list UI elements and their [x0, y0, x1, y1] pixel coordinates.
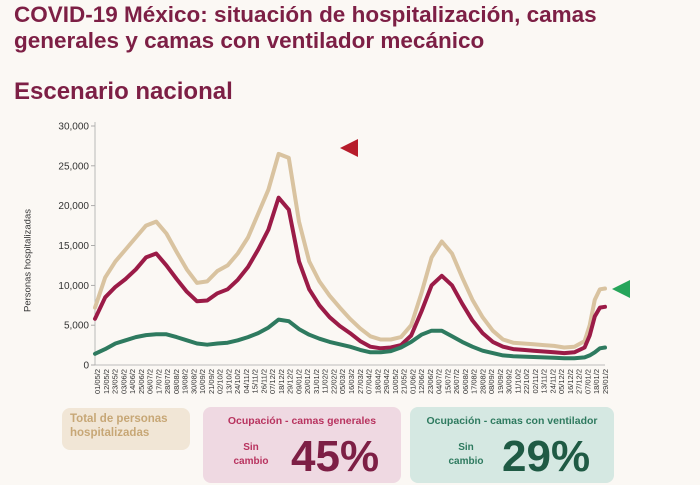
- x-tick-label: 02/11/2: [531, 369, 540, 393]
- x-tick-label: 09/01/2: [294, 369, 303, 394]
- y-tick-label: 20,000: [58, 201, 89, 212]
- x-tick-label: 27/03/2: [356, 369, 365, 394]
- x-tick-label: 12/05/2: [102, 369, 111, 394]
- x-tick-label: 15/07/2: [443, 369, 452, 394]
- series-line-1: [93, 195, 607, 356]
- x-tick-label: 29/04/2: [382, 369, 391, 394]
- x-tick-label: 21/05/2: [400, 369, 409, 394]
- x-tick-label: 22/10/2: [522, 369, 531, 394]
- ventilator-beds-title: Ocupación - camas con ventilador: [426, 415, 598, 427]
- series-line-0: [93, 151, 607, 350]
- x-tick-label: 18/04/2: [373, 369, 382, 394]
- x-tick-label: 21/09/2: [207, 369, 216, 394]
- x-tick-label: 19/08/2: [181, 369, 190, 394]
- x-tick-label: 13/10/2: [224, 369, 233, 394]
- x-tick-label: 07/04/2: [365, 369, 374, 394]
- x-tick-label: 16/12/2: [566, 369, 575, 394]
- x-tick-label: 23/06/2: [426, 369, 435, 394]
- x-tick-label: 28/08/2: [478, 369, 487, 394]
- x-tick-label: 12/06/2: [417, 369, 426, 394]
- legend-total-label: Total de personas hospitalizadas: [70, 413, 168, 439]
- legend-total: Total de personas hospitalizadas: [62, 408, 190, 450]
- y-tick-label: 0: [83, 361, 89, 372]
- hospitalization-chart: 0 5,000 10,000 15,000 20,000 25,000 30,000 01/0…: [58, 122, 630, 394]
- x-tick-label: 30/09/2: [505, 369, 514, 394]
- series-line-2: [93, 317, 607, 361]
- x-tick-label: 13/11/2: [540, 369, 549, 393]
- y-tick-label: 25,000: [58, 161, 89, 172]
- x-tick-label: 01/05/2: [93, 369, 102, 394]
- red-marker-icon: [340, 139, 358, 157]
- x-tick-label: 24/10/2: [233, 369, 242, 394]
- x-tick-label: 26/07/2: [452, 369, 461, 394]
- x-tick-label: 10/05/2: [391, 369, 400, 394]
- ventilator-beds-note: Sin cambio: [448, 442, 484, 467]
- x-tick-label: 22/02/2: [329, 369, 338, 394]
- subtitle: Escenario nacional: [14, 78, 233, 105]
- x-tick-label: 17/07/2: [154, 369, 163, 394]
- x-tick-label: 04/11/2: [242, 369, 251, 393]
- x-tick-label: 27/12/2: [575, 369, 584, 394]
- x-tick-label: 06/08/2: [461, 369, 470, 394]
- x-tick-label: 16/03/2: [347, 369, 356, 394]
- x-tick-label: 18/01/2: [592, 369, 601, 394]
- x-tick-label: 20/01/2: [303, 369, 312, 394]
- ventilator-beds-value: 29%: [502, 432, 591, 481]
- x-tick-label: 18/12/2: [277, 369, 286, 394]
- general-beds-value: 45%: [291, 432, 380, 481]
- x-tick-label: 31/01/2: [312, 369, 321, 394]
- x-tick-label: 03/06/2: [119, 369, 128, 394]
- x-tick-label: 02/10/2: [216, 369, 225, 394]
- x-tick-label: 05/12/2: [557, 369, 566, 394]
- x-tick-label: 04/07/2: [435, 369, 444, 394]
- x-tick-label: 05/03/2: [338, 369, 347, 394]
- x-tick-label: 24/11/2: [548, 369, 557, 393]
- x-tick-label: 11/02/2: [321, 369, 330, 393]
- x-tick-label: 29/01/2: [601, 369, 610, 394]
- y-tick-label: 10,000: [58, 281, 89, 292]
- x-tick-label: 07/12/2: [268, 369, 277, 394]
- x-tick-label: 08/09/2: [487, 369, 496, 394]
- x-tick-label: 06/07/2: [146, 369, 155, 394]
- x-tick-label: 11/10/2: [513, 369, 522, 393]
- x-tick-label: 10/09/2: [198, 369, 207, 394]
- general-beds-note: Sin cambio: [233, 442, 269, 467]
- x-tick-label: 19/09/2: [496, 369, 505, 394]
- x-tick-label: 30/08/2: [189, 369, 198, 394]
- x-tick-label: 29/12/2: [286, 369, 295, 394]
- legend-general-beds: Ocupación - camas generales Sin cambio 4…: [203, 407, 401, 483]
- x-tick-label: 14/06/2: [128, 369, 137, 394]
- x-tick-label: 01/06/2: [408, 369, 417, 394]
- x-tick-label: 07/01/2: [583, 369, 592, 394]
- x-tick-label: 17/08/2: [470, 369, 479, 394]
- x-tick-label: 25/06/2: [137, 369, 146, 394]
- green-marker-icon: [612, 280, 630, 298]
- page-title: COVID-19 México: situación de hospitaliz…: [14, 2, 597, 53]
- y-tick-label: 30,000: [58, 122, 89, 133]
- y-tick-label: 15,000: [58, 241, 89, 252]
- x-tick-label: 08/08/2: [172, 369, 181, 394]
- y-tick-label: 5,000: [64, 321, 89, 332]
- x-tick-label: 23/05/2: [111, 369, 120, 394]
- legend-ventilator-beds: Ocupación - camas con ventilador Sin cam…: [410, 407, 614, 483]
- x-tick-label: 28/07/2: [163, 369, 172, 394]
- x-tick-label: 15/11/2: [251, 369, 260, 393]
- x-tick-label: 26/11/2: [259, 369, 268, 393]
- general-beds-title: Ocupación - camas generales: [227, 415, 377, 427]
